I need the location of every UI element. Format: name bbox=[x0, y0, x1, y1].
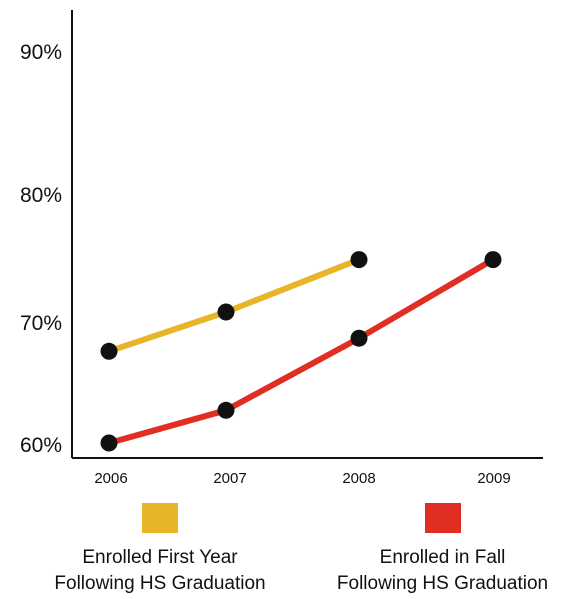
x-tick-label-2008: 2008 bbox=[342, 470, 375, 487]
legend-item-fall: Enrolled in Fall Following HS Graduation bbox=[320, 503, 565, 597]
plot-area bbox=[100, 251, 502, 452]
data-point-first-year-2007 bbox=[217, 303, 235, 321]
legend-label-first-year-line-1: Enrolled First Year bbox=[82, 547, 238, 568]
data-point-first-year-2006 bbox=[100, 342, 118, 360]
series-line-first-year bbox=[106, 256, 362, 355]
data-point-fall-2007 bbox=[217, 401, 235, 419]
data-point-fall-2006 bbox=[100, 434, 118, 452]
x-tick-label-2009: 2009 bbox=[477, 470, 510, 487]
y-tick-label-60: 60% bbox=[20, 434, 62, 457]
data-point-fall-2009 bbox=[484, 251, 502, 269]
data-point-first-year-2008 bbox=[350, 251, 368, 269]
legend-swatch-fall bbox=[424, 503, 461, 533]
legend-label-fall: Enrolled in Fall Following HS Graduation bbox=[320, 545, 565, 597]
data-point-fall-2008 bbox=[350, 329, 368, 347]
y-tick-label-70: 70% bbox=[20, 312, 62, 335]
legend-label-first-year: Enrolled First Year Following HS Graduat… bbox=[20, 545, 300, 597]
legend-swatch-first-year bbox=[142, 503, 178, 533]
x-tick-label-2007: 2007 bbox=[213, 470, 246, 487]
series-line-fall bbox=[106, 256, 496, 446]
legend-label-fall-line-2: Following HS Graduation bbox=[336, 573, 549, 594]
line-chart: 60% 70% 80% 90% 2006 2007 2008 2009 bbox=[20, 10, 543, 487]
y-tick-label-90: 90% bbox=[20, 41, 62, 64]
legend-item-first-year: Enrolled First Year Following HS Graduat… bbox=[20, 503, 300, 597]
legend-label-fall-line-1: Enrolled in Fall bbox=[379, 547, 506, 568]
legend-label-first-year-line-2: Following HS Graduation bbox=[54, 573, 266, 594]
y-tick-label-80: 80% bbox=[20, 184, 62, 207]
x-tick-label-2006: 2006 bbox=[94, 470, 127, 487]
